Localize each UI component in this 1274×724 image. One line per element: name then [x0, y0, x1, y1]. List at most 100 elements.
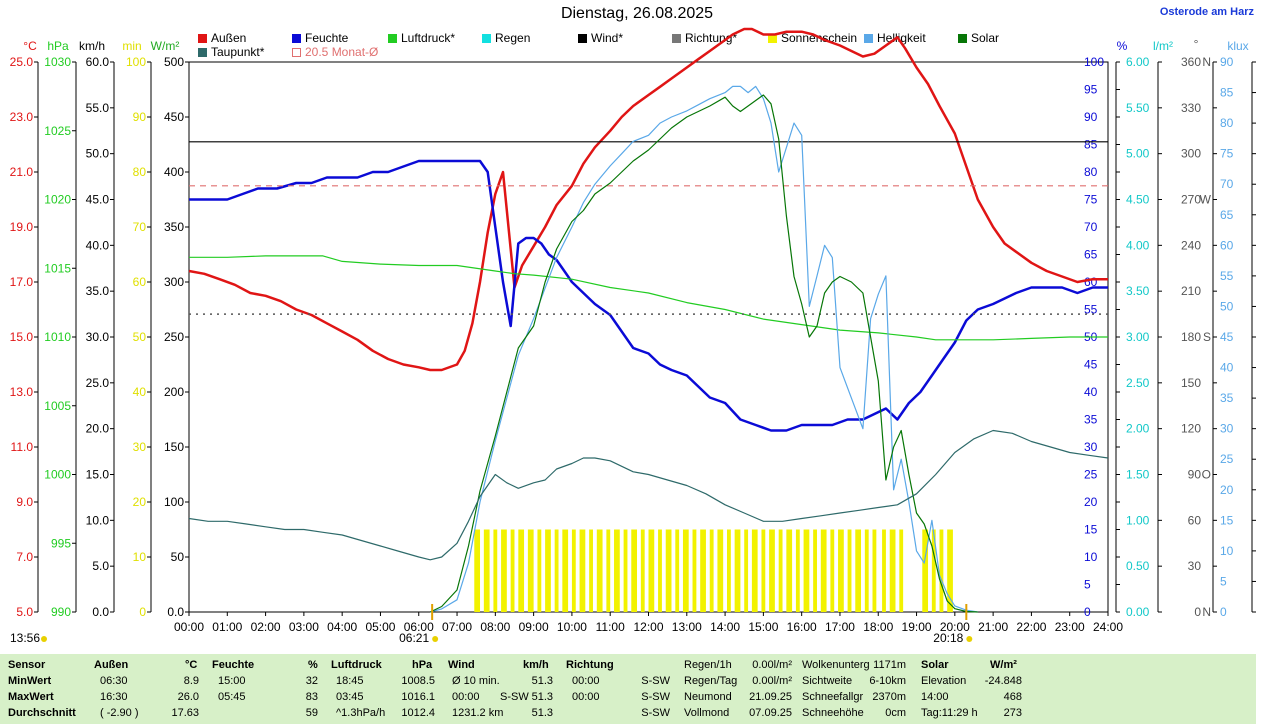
footer-feuchte-value: 83 — [305, 691, 318, 703]
unit-wm2: W/m² — [151, 39, 180, 53]
axis-pct-tick-label: 40 — [1084, 385, 1098, 399]
x-tick-label: 01:00 — [212, 620, 242, 634]
footer-luftdruck-time: ^1.3hPa/h — [336, 707, 386, 719]
sunrise-sun-icon — [432, 636, 439, 642]
station-link[interactable]: Osterode am Harz — [1159, 6, 1254, 18]
right-edge-strip — [1256, 0, 1274, 724]
footer-solar-label: Elevation — [921, 675, 967, 687]
axis-kmh-tick-label: 60.0 — [86, 55, 110, 69]
legend-swatch — [388, 34, 397, 43]
sunshine-bar — [631, 529, 638, 612]
sunshine-bar — [820, 529, 827, 612]
axis-klux-tick-label: 20 — [1220, 483, 1234, 497]
axis-kmh-tick-label: 20.0 — [86, 422, 110, 436]
axis-kmh-tick-label: 10.0 — [86, 513, 110, 527]
sunshine-bar — [658, 529, 662, 612]
axis-deg-tick-label: 120 — [1181, 422, 1201, 436]
footer-extra-key2: Wolkenunterg — [802, 659, 870, 671]
footer-wind-value: 51.3 — [531, 675, 553, 687]
axis-lm2-tick-label: 0.50 — [1126, 559, 1150, 573]
x-tick-label: 03:00 — [289, 620, 319, 634]
legend-item-wind: Wind* — [578, 31, 623, 45]
sunshine-bar — [474, 529, 481, 612]
legend-item-helligkeit: Helligkeit — [864, 31, 926, 45]
sunshine-bar — [562, 529, 569, 612]
sunshine-bar — [501, 529, 507, 612]
legend-swatch — [292, 34, 301, 43]
axis-lm2-tick-label: 3.00 — [1126, 330, 1150, 344]
footer-header-luftdruck-unit: hPa — [412, 659, 433, 671]
sunshine-bar — [734, 529, 741, 612]
footer-header-sensor: Sensor — [8, 659, 46, 671]
footer-header-aussen: Außen — [94, 659, 129, 671]
axis-pct-tick-label: 20 — [1084, 495, 1098, 509]
axis-klux-tick-label: 5 — [1220, 574, 1227, 588]
legend-swatch — [864, 34, 873, 43]
sunshine-bar — [947, 529, 953, 612]
x-tick-label: 07:00 — [442, 620, 472, 634]
axis-hpa-tick-label: 1020 — [44, 193, 71, 207]
axis-lm2-tick-label: 0.00 — [1126, 605, 1150, 619]
axis-temp-tick-label: 5.0 — [16, 605, 33, 619]
current-time-sun-icon — [41, 636, 47, 642]
footer-feuchte-value: 32 — [305, 675, 318, 687]
axis-hpa-tick-label: 1000 — [44, 468, 71, 482]
sunshine-bar — [596, 529, 603, 612]
x-tick-label: 11:00 — [596, 620, 625, 634]
footer-header-feuchte: Feuchte — [212, 659, 255, 671]
footer-richtung-time: 00:00 — [572, 691, 600, 703]
sunshine-bar — [769, 529, 775, 612]
axis-kmh-tick-label: 55.0 — [86, 101, 110, 115]
sunshine-bar — [864, 529, 869, 612]
axis-deg-direction-label: N — [1202, 55, 1211, 69]
axis-temp-tick-label: 17.0 — [10, 275, 34, 289]
x-tick-label: 08:00 — [480, 620, 510, 634]
axis-lm2-tick-label: 4.50 — [1126, 193, 1150, 207]
footer-wind-value: 51.3 — [531, 707, 553, 719]
footer-header-aussen-unit: °C — [185, 659, 198, 671]
axis-pct-tick-label: 25 — [1084, 468, 1098, 482]
footer-aussen-value: 17.63 — [171, 707, 199, 719]
footer-solar-value: 468 — [1003, 691, 1022, 703]
axis-temp-tick-label: 21.0 — [10, 165, 34, 179]
sunshine-bar — [778, 529, 783, 612]
x-tick-label: 10:00 — [557, 620, 587, 634]
sunshine-bar — [527, 529, 534, 612]
unit-hpa: hPa — [47, 39, 69, 53]
legend-swatch — [292, 48, 301, 57]
axis-lm2-tick-label: 5.00 — [1126, 147, 1150, 161]
footer-solar-value: 273 — [1003, 707, 1022, 719]
sunshine-bar — [855, 529, 862, 612]
sunshine-bar — [518, 529, 525, 612]
axis-deg-direction-label: S — [1203, 330, 1211, 344]
axis-wm2-tick-label: 500 — [164, 55, 184, 69]
footer-aussen-time: 06:30 — [100, 675, 128, 687]
sunset-sun-icon — [966, 636, 973, 642]
series-line-taupunkt — [188, 429, 1109, 561]
legend-label: Helligkeit — [877, 31, 926, 45]
axis-lm2-tick-label: 2.00 — [1126, 422, 1150, 436]
series-line-feuchte — [189, 159, 1108, 432]
footer-aussen-time: ( -2.90 ) — [100, 707, 139, 719]
axis-wm2-tick-label: 150 — [164, 440, 184, 454]
axis-deg-tick-label: 240 — [1181, 238, 1201, 252]
legend-label: Regen — [495, 31, 531, 45]
axis-min-tick-label: 50 — [133, 330, 147, 344]
axis-pct-tick-label: 100 — [1084, 55, 1104, 69]
axis-lm2-tick-label: 1.50 — [1126, 468, 1150, 482]
sunshine-bar — [579, 529, 586, 612]
footer-aussen-time: 16:30 — [100, 691, 128, 703]
axis-deg-tick-label: 300 — [1181, 147, 1201, 161]
sunshine-bar — [838, 529, 844, 612]
axis-klux-tick-label: 65 — [1220, 208, 1234, 222]
series-line-au-en — [188, 27, 1108, 372]
footer-feuchte-time: 15:00 — [218, 675, 246, 687]
sunshine-bar — [872, 529, 877, 612]
footer-solar-label: 14:00 — [921, 691, 949, 703]
sunshine-bar — [483, 529, 490, 612]
legend-item-aussen: Außen — [198, 31, 246, 45]
sunshine-bar — [889, 529, 896, 612]
legend-label: 20.5 Monat-Ø — [305, 45, 379, 59]
axis-kmh-tick-label: 35.0 — [86, 284, 110, 298]
axis-pct-tick-label: 35 — [1084, 413, 1098, 427]
